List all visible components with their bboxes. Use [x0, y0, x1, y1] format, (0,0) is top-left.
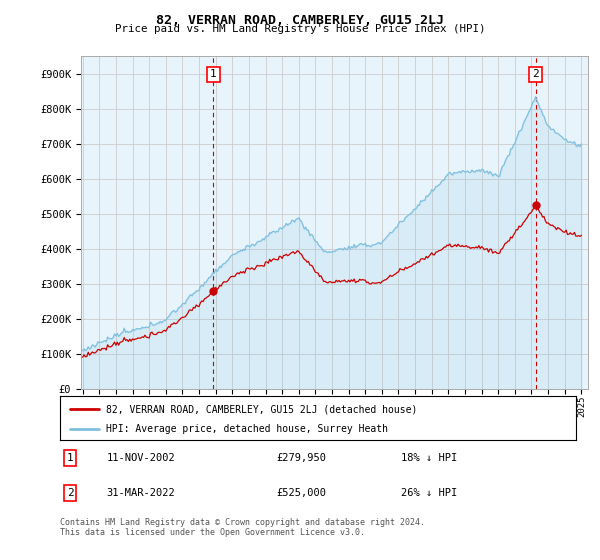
Text: Contains HM Land Registry data © Crown copyright and database right 2024.
This d: Contains HM Land Registry data © Crown c…: [60, 518, 425, 538]
Text: Price paid vs. HM Land Registry's House Price Index (HPI): Price paid vs. HM Land Registry's House …: [115, 24, 485, 34]
Text: 1: 1: [67, 453, 74, 463]
Text: 26% ↓ HPI: 26% ↓ HPI: [401, 488, 457, 498]
Text: 82, VERRAN ROAD, CAMBERLEY, GU15 2LJ (detached house): 82, VERRAN ROAD, CAMBERLEY, GU15 2LJ (de…: [106, 404, 418, 414]
Text: HPI: Average price, detached house, Surrey Heath: HPI: Average price, detached house, Surr…: [106, 424, 388, 434]
Text: 11-NOV-2002: 11-NOV-2002: [106, 453, 175, 463]
Text: 1: 1: [210, 69, 217, 80]
Text: 2: 2: [532, 69, 539, 80]
Text: £525,000: £525,000: [277, 488, 327, 498]
Text: £279,950: £279,950: [277, 453, 327, 463]
Text: 82, VERRAN ROAD, CAMBERLEY, GU15 2LJ: 82, VERRAN ROAD, CAMBERLEY, GU15 2LJ: [156, 14, 444, 27]
Text: 2: 2: [67, 488, 74, 498]
Text: 31-MAR-2022: 31-MAR-2022: [106, 488, 175, 498]
Text: 18% ↓ HPI: 18% ↓ HPI: [401, 453, 457, 463]
